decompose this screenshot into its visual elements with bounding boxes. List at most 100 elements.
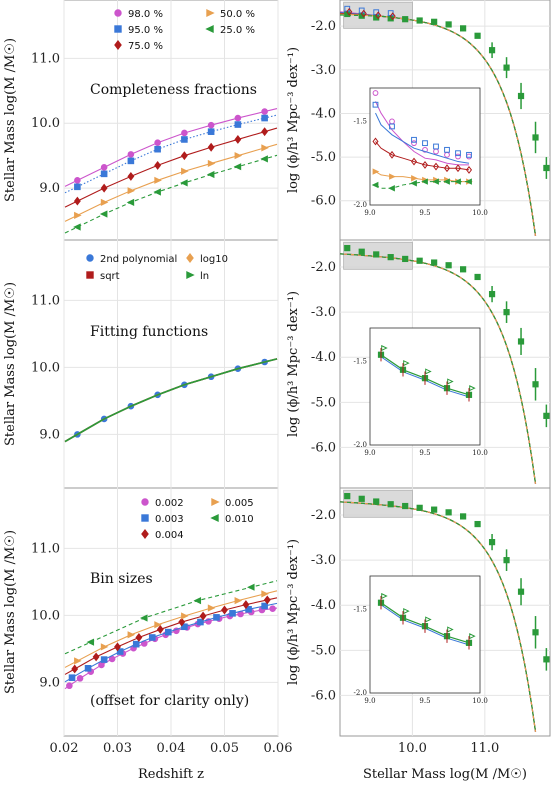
- legend-marker: [114, 40, 122, 50]
- inset-data-point: [403, 608, 410, 615]
- xtick-label: 11.0: [470, 741, 499, 756]
- ytick-label: 9.0: [39, 181, 60, 196]
- series-line: [64, 358, 278, 443]
- data-point: [74, 183, 81, 191]
- ytick-label: -5.0: [311, 395, 336, 410]
- data-point: [488, 47, 496, 54]
- data-point: [460, 25, 467, 32]
- data-point: [503, 64, 510, 71]
- model-curve: [339, 253, 537, 484]
- inset-data-point: [469, 633, 476, 640]
- data-point: [445, 21, 452, 28]
- series-line: [64, 154, 278, 234]
- ytick-label: 10.0: [31, 608, 60, 623]
- legend-marker: [186, 253, 194, 263]
- ytick-label: -6.0: [311, 194, 336, 209]
- data-point: [431, 18, 438, 25]
- data-point: [445, 509, 452, 516]
- data-point: [199, 611, 207, 621]
- xtick-label: 0.06: [264, 741, 293, 756]
- inset-data-point: [372, 90, 379, 96]
- data-point: [100, 183, 108, 193]
- inset-data-point: [455, 150, 461, 157]
- data-point: [234, 121, 242, 128]
- inset-xtick-label: 9.0: [364, 697, 375, 705]
- inset-data-point: [422, 146, 428, 153]
- data-point: [181, 167, 189, 175]
- legend-label: 50.0 %: [220, 9, 255, 20]
- inset-data-point: [422, 140, 428, 147]
- annotation-binsizes: Bin sizes: [90, 571, 153, 587]
- ylabel-left-middle: Stellar Mass log(M /M☉): [3, 282, 18, 446]
- data-point: [261, 602, 268, 610]
- data-point: [387, 254, 394, 261]
- inset-data-point: [433, 143, 439, 150]
- data-point: [389, 12, 396, 21]
- xtick-label: 0.04: [157, 741, 186, 756]
- data-point: [181, 129, 188, 137]
- data-point: [360, 9, 367, 18]
- legend-label: 0.005: [225, 498, 254, 509]
- inset-xtick-label: 10.0: [472, 449, 488, 457]
- inset-curve: [375, 141, 470, 171]
- data-point: [98, 661, 105, 669]
- series-line: [64, 114, 278, 194]
- data-point: [517, 92, 525, 100]
- series-line: [64, 108, 278, 187]
- data-point: [76, 675, 84, 682]
- data-point: [180, 151, 188, 161]
- data-point: [474, 520, 481, 528]
- inset-data-point: [411, 175, 418, 182]
- data-point: [234, 597, 243, 605]
- inset-data-point: [381, 344, 388, 352]
- data-point: [154, 139, 161, 147]
- data-point: [148, 634, 156, 641]
- ytick-label: -5.0: [311, 643, 336, 658]
- inset-data-point: [425, 616, 432, 623]
- data-point: [154, 145, 161, 153]
- ytick-label: 10.0: [31, 116, 60, 131]
- data-point: [206, 170, 215, 179]
- data-point: [71, 664, 79, 674]
- legend-label: 95.0 %: [128, 25, 163, 36]
- data-point: [207, 142, 215, 152]
- data-point: [431, 506, 438, 513]
- inset-data-point: [466, 151, 472, 158]
- inset-data-point: [381, 592, 388, 600]
- data-point: [197, 618, 204, 626]
- marks-layer: [64, 1, 550, 732]
- series-line: [64, 597, 278, 675]
- inset-data-point: [425, 368, 432, 375]
- inset-data-point: [469, 385, 476, 392]
- inset-curve: [375, 112, 470, 164]
- data-point: [431, 259, 438, 266]
- inset-data-point: [454, 178, 461, 185]
- ylabel-right-bottom: log (ϕ/h³ Mpc⁻³ dex⁻¹): [286, 539, 301, 685]
- data-point: [261, 127, 269, 137]
- inset-frame: [369, 575, 481, 694]
- ytick-label: -2.0: [311, 508, 336, 523]
- inset-data-point: [389, 173, 396, 180]
- inset-curve: [375, 101, 469, 166]
- model-curve: [339, 14, 537, 236]
- inset-ytick-label: -1.5: [354, 117, 368, 125]
- data-point: [92, 652, 100, 662]
- inset-data-point: [411, 140, 417, 147]
- data-point: [416, 257, 423, 264]
- data-point: [165, 628, 172, 636]
- legend-label: 75.0 %: [128, 41, 163, 52]
- inset-ytick-label: -2.0: [354, 201, 368, 209]
- data-point: [373, 498, 380, 505]
- inset-data-point: [388, 150, 396, 159]
- data-point: [543, 164, 550, 172]
- ytick-label: -5.0: [311, 150, 336, 165]
- data-point: [517, 588, 525, 595]
- data-point: [74, 177, 81, 184]
- ylabel-left-bottom: Stellar Mass log(M /M☉): [3, 530, 18, 694]
- data-point: [346, 7, 353, 16]
- data-point: [358, 495, 365, 502]
- data-point: [245, 606, 252, 613]
- data-point: [180, 179, 188, 187]
- data-point: [127, 187, 136, 195]
